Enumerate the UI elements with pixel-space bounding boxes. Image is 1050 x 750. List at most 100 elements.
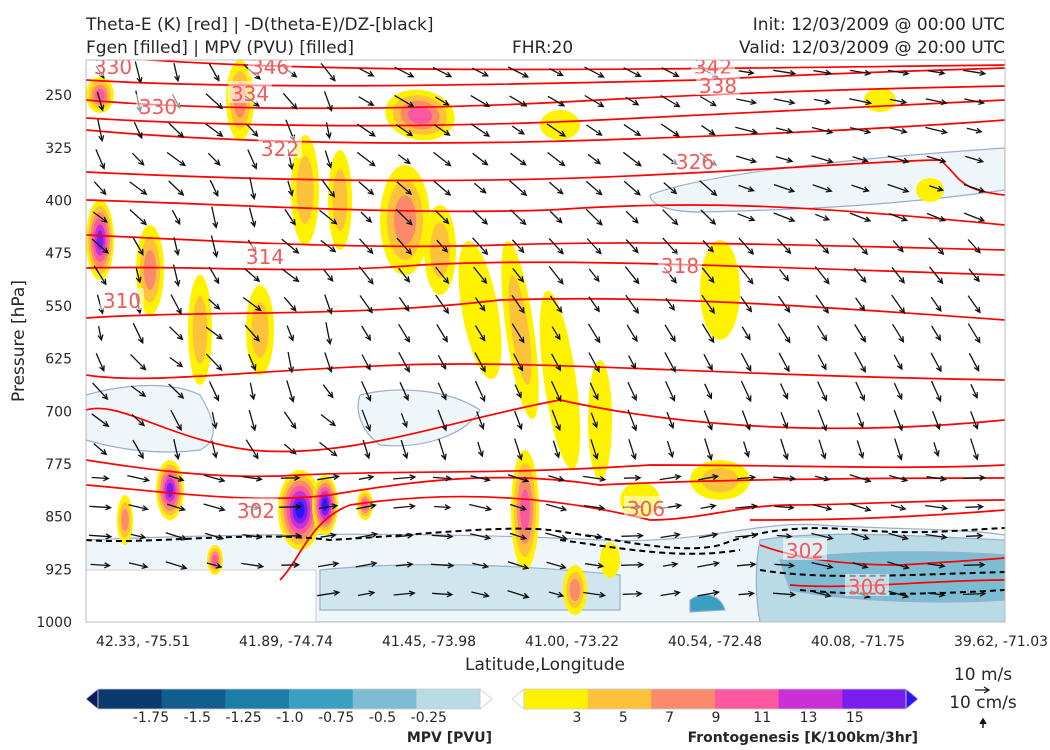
wind-vector xyxy=(893,409,904,432)
wind-vector xyxy=(394,94,415,108)
y-tick-label: 625 xyxy=(45,352,72,368)
y-tick-label: 250 xyxy=(45,88,72,104)
wind-vector xyxy=(395,532,414,539)
wind-vector xyxy=(665,297,675,311)
colorbar-extend xyxy=(511,688,525,710)
wind-vector xyxy=(130,353,147,371)
wind-vector xyxy=(472,67,489,77)
wind-vector xyxy=(207,152,221,166)
wind-vector xyxy=(399,381,409,402)
wind-vector xyxy=(546,561,567,570)
chart-title-line-2: Fgen [filled] | MPV (PVU) [filled] xyxy=(86,38,355,58)
wind-vector xyxy=(210,235,219,259)
wind-vector xyxy=(242,475,263,482)
theta-e-contour-label: 302 xyxy=(237,499,275,523)
wind-vector xyxy=(778,352,790,373)
colorbar-swatch xyxy=(161,689,226,709)
wind-vector xyxy=(509,532,528,541)
wind-vector xyxy=(590,439,599,460)
wind-vector xyxy=(928,237,945,256)
wind-vector xyxy=(398,351,410,373)
wind-vector xyxy=(889,98,908,105)
wind-vector xyxy=(437,354,447,370)
wind-vector xyxy=(815,294,829,314)
wind-vector xyxy=(398,296,410,312)
contour-label-bg xyxy=(673,149,717,171)
wind-vector xyxy=(168,383,185,400)
theta-e-contour-label: 326 xyxy=(676,150,714,174)
wind-vector xyxy=(359,295,373,314)
wind-vector xyxy=(584,94,605,108)
wind-vector xyxy=(888,590,910,599)
wind-vector xyxy=(970,438,979,461)
wind-vector xyxy=(623,180,641,196)
wind-vector xyxy=(887,561,911,570)
wind-vector xyxy=(551,326,561,341)
wind-vector xyxy=(628,439,637,461)
wind-vector xyxy=(241,562,265,569)
colorbar-tick-label: 13 xyxy=(800,710,818,726)
wind-vector xyxy=(813,69,833,76)
wind-vector xyxy=(249,382,256,401)
wind-vector xyxy=(398,267,411,283)
mpv-region xyxy=(689,594,726,613)
wind-vector xyxy=(624,266,640,285)
wind-vector xyxy=(323,91,333,112)
wind-vector xyxy=(361,354,371,371)
wind-vector xyxy=(320,239,337,253)
wind-vector xyxy=(741,410,751,431)
wind-vector xyxy=(128,562,149,570)
wind-vector xyxy=(282,92,298,110)
colorbar-swatch xyxy=(715,689,780,709)
wind-vector xyxy=(90,562,111,569)
wind-vector xyxy=(740,380,752,403)
wind-vector xyxy=(548,181,564,195)
colorbar-label: Frontogenesis [K/100km/3hr] xyxy=(688,730,918,746)
wind-vector xyxy=(438,438,447,461)
wind-vector xyxy=(811,561,834,570)
wind-vectors xyxy=(89,61,987,599)
x-axis-label: Latitude,Longitude xyxy=(465,655,625,675)
wind-vector xyxy=(926,475,947,482)
wind-vector xyxy=(325,122,332,140)
colorbar-swatch xyxy=(524,689,589,709)
wind-vector xyxy=(852,237,869,256)
wind-vector xyxy=(324,294,333,315)
wind-vector xyxy=(470,475,492,483)
wind-vector xyxy=(664,352,676,373)
wind-vector xyxy=(242,533,263,540)
wind-vector xyxy=(316,589,341,597)
wind-vector xyxy=(779,268,790,282)
fgen-contour xyxy=(508,275,532,385)
wind-vector xyxy=(968,268,980,283)
fgen-contour xyxy=(393,195,417,245)
dthetae-dz-contour xyxy=(559,539,741,555)
wind-vector xyxy=(925,533,948,540)
wind-vector xyxy=(700,503,717,510)
wind-vector xyxy=(773,98,796,106)
wind-vector xyxy=(584,66,605,78)
wind-vector xyxy=(322,268,334,283)
wind-vector xyxy=(738,266,754,285)
wind-vector xyxy=(471,591,491,598)
wind-vector xyxy=(701,125,716,136)
wind-vector xyxy=(395,561,414,568)
wind-vector xyxy=(358,474,375,481)
wind-vector xyxy=(894,438,903,461)
wind-vector xyxy=(89,533,113,540)
wind-vector xyxy=(244,268,261,283)
wind-vector xyxy=(433,180,452,196)
mpv-region xyxy=(779,551,1005,603)
colorbar-tick-label: -1.0 xyxy=(276,710,303,726)
wind-vector xyxy=(134,61,143,84)
wind-vector xyxy=(173,439,181,461)
contour-label-bg xyxy=(696,73,740,95)
wind-vector xyxy=(551,353,562,372)
fgen-contour xyxy=(700,240,740,340)
wind-vector xyxy=(469,533,492,541)
wind-vector xyxy=(281,268,300,283)
wind-vector xyxy=(472,152,489,166)
fgen-contour xyxy=(362,499,368,511)
contour-label-bg xyxy=(248,60,292,76)
wind-vector xyxy=(324,150,333,169)
